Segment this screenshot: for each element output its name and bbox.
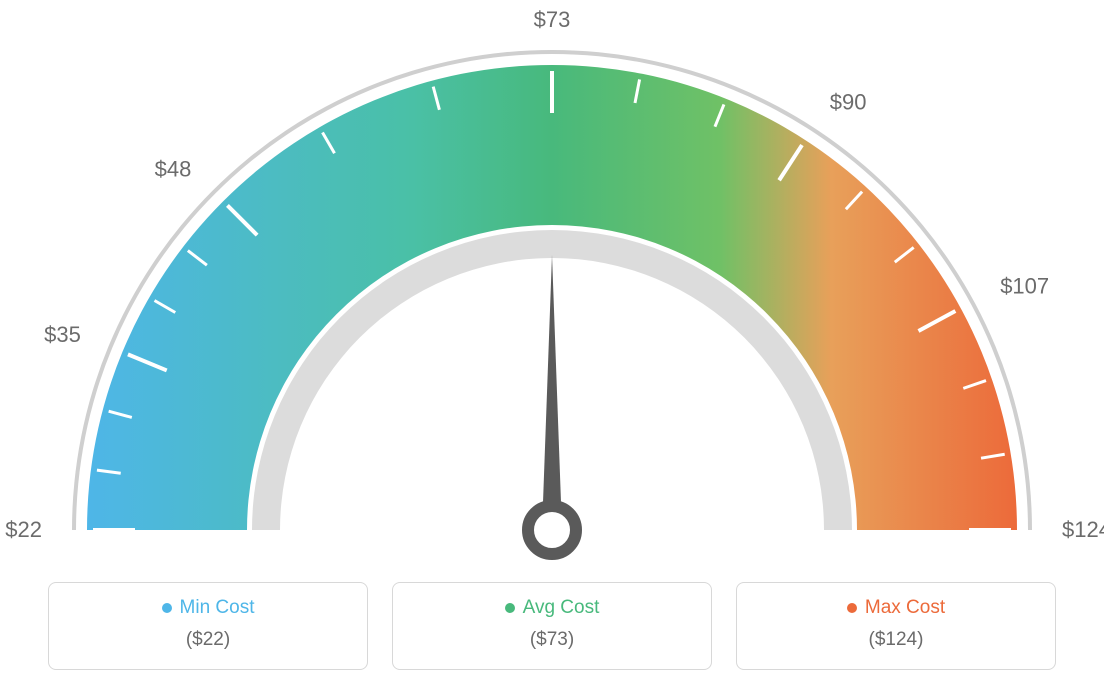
dot-icon	[505, 603, 515, 613]
svg-text:$90: $90	[830, 89, 867, 114]
legend-card-min: Min Cost ($22)	[48, 582, 368, 670]
legend-value: ($124)	[755, 629, 1037, 651]
svg-text:$48: $48	[155, 156, 192, 181]
dot-icon	[162, 603, 172, 613]
dot-icon	[847, 603, 857, 613]
svg-text:$107: $107	[1000, 274, 1049, 299]
legend-label: Min Cost	[180, 597, 255, 619]
svg-text:$22: $22	[5, 517, 42, 542]
svg-text:$73: $73	[534, 7, 571, 32]
svg-text:$35: $35	[44, 322, 81, 347]
legend-title-avg: Avg Cost	[505, 597, 600, 619]
legend-value: ($73)	[411, 629, 693, 651]
gauge-chart: $22 $35 $48 $73 $90 $107 $124	[0, 0, 1104, 560]
legend-value: ($22)	[67, 629, 349, 651]
svg-text:$124: $124	[1062, 517, 1104, 542]
legend-title-max: Max Cost	[847, 597, 945, 619]
legend-card-avg: Avg Cost ($73)	[392, 582, 712, 670]
legend-label: Max Cost	[865, 597, 945, 619]
legend-card-max: Max Cost ($124)	[736, 582, 1056, 670]
gauge-container: $22 $35 $48 $73 $90 $107 $124	[0, 0, 1104, 560]
legend-label: Avg Cost	[523, 597, 600, 619]
legend-title-min: Min Cost	[162, 597, 255, 619]
legend-row: Min Cost ($22) Avg Cost ($73) Max Cost (…	[0, 582, 1104, 670]
